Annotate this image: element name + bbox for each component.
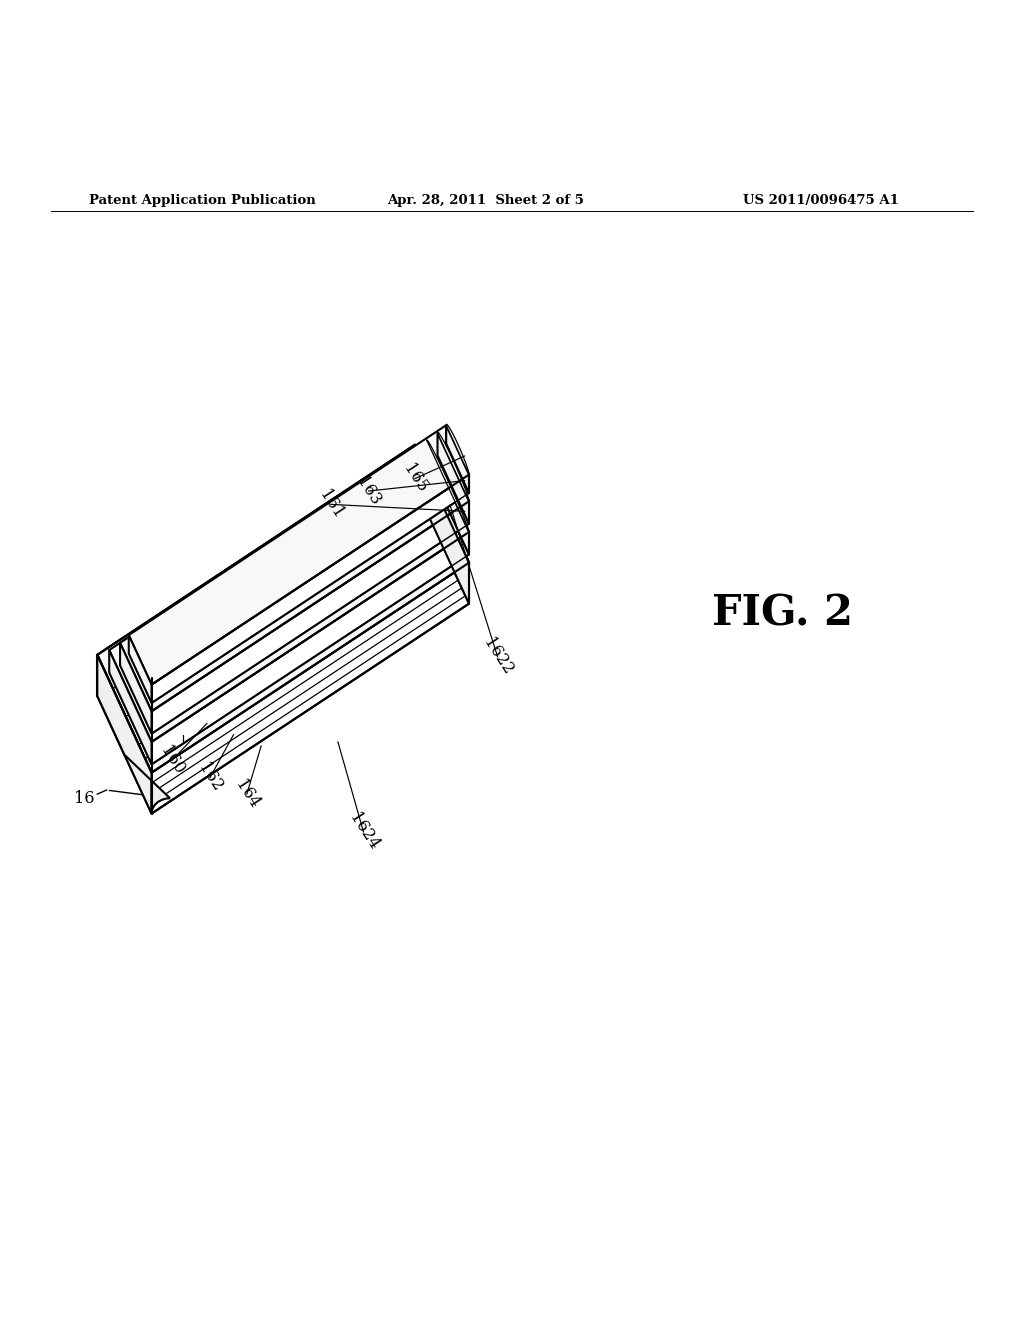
Polygon shape: [446, 425, 469, 494]
Text: US 2011/0096475 A1: US 2011/0096475 A1: [743, 194, 899, 207]
Polygon shape: [97, 655, 152, 813]
Polygon shape: [97, 445, 469, 772]
Text: 161: 161: [315, 487, 346, 521]
Text: 165: 165: [399, 461, 430, 496]
Polygon shape: [120, 433, 469, 711]
Text: 164: 164: [231, 776, 262, 812]
Text: Patent Application Publication: Patent Application Publication: [89, 194, 315, 207]
Polygon shape: [152, 502, 469, 734]
Polygon shape: [437, 433, 469, 502]
Polygon shape: [437, 433, 469, 524]
Polygon shape: [97, 655, 170, 813]
Polygon shape: [110, 649, 152, 764]
Polygon shape: [129, 425, 469, 685]
Polygon shape: [129, 635, 152, 704]
Text: 160: 160: [157, 743, 187, 777]
Polygon shape: [446, 425, 469, 494]
Polygon shape: [415, 445, 469, 603]
Text: 163: 163: [353, 474, 384, 508]
Polygon shape: [152, 562, 469, 813]
Polygon shape: [152, 475, 469, 704]
Polygon shape: [97, 445, 469, 772]
Polygon shape: [415, 445, 469, 603]
Polygon shape: [110, 440, 469, 742]
Text: 1622: 1622: [479, 635, 516, 678]
Polygon shape: [427, 440, 469, 554]
Text: 1624: 1624: [345, 810, 382, 854]
Polygon shape: [152, 532, 469, 764]
Text: FIG. 2: FIG. 2: [712, 593, 853, 635]
Text: 162: 162: [195, 760, 225, 795]
Polygon shape: [427, 440, 469, 554]
Polygon shape: [120, 643, 152, 734]
Polygon shape: [446, 424, 469, 475]
Polygon shape: [437, 433, 469, 524]
Polygon shape: [97, 655, 152, 813]
Text: 16: 16: [74, 789, 94, 807]
Polygon shape: [427, 440, 469, 532]
Text: Apr. 28, 2011  Sheet 2 of 5: Apr. 28, 2011 Sheet 2 of 5: [387, 194, 584, 207]
